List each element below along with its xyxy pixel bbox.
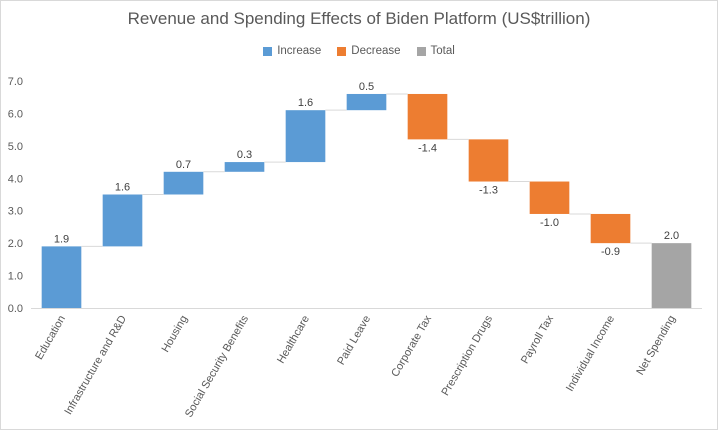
data-label: 0.3 <box>237 149 252 161</box>
x-tick-label: Housing <box>160 314 191 355</box>
legend-swatch-total <box>416 46 426 56</box>
data-label: 2.0 <box>664 230 679 242</box>
data-label: 0.7 <box>176 159 191 171</box>
x-tick-label: Prescription Drugs <box>439 313 495 398</box>
x-tick-label: Net Spending <box>634 314 678 378</box>
bar-increase <box>346 93 387 111</box>
legend-label-decrease: Decrease <box>351 45 401 57</box>
bar-increase <box>163 171 204 195</box>
data-label: -1.3 <box>479 185 498 197</box>
x-tick-label: Education <box>33 314 68 362</box>
data-label: 1.6 <box>298 97 313 109</box>
legend-swatch-increase <box>263 46 273 56</box>
bar-decrease <box>590 213 631 244</box>
x-tick-label: Social Security Benefits <box>183 313 251 420</box>
x-tick-label: Payroll Tax <box>519 313 556 366</box>
legend-label-increase: Increase <box>277 45 322 57</box>
data-label: 1.9 <box>54 233 69 245</box>
y-tick-label: 2.0 <box>8 238 23 250</box>
data-label: -1.4 <box>418 142 437 154</box>
bar-increase <box>41 246 82 308</box>
bar-increase <box>102 194 143 247</box>
x-tick-label: Corporate Tax <box>389 313 434 379</box>
data-label: -1.0 <box>540 217 559 229</box>
y-tick-label: 4.0 <box>8 173 23 185</box>
bar-decrease <box>468 139 509 182</box>
bar-increase <box>285 110 326 163</box>
x-tick-label: Healthcare <box>275 314 312 366</box>
chart-title: Revenue and Spending Effects of Biden Pl… <box>127 9 591 28</box>
legend-item-total: Total <box>416 45 455 57</box>
legend-item-decrease: Decrease <box>337 45 401 57</box>
y-tick-label: 6.0 <box>8 108 23 120</box>
data-label: -0.9 <box>601 246 620 258</box>
y-tick-label: 3.0 <box>8 206 23 218</box>
legend-item-increase: Increase <box>263 45 321 57</box>
x-tick-label: Paid Leave <box>335 314 373 368</box>
x-tick-label: Infrastructure and R&D <box>62 313 129 416</box>
y-tick-label: 1.0 <box>8 271 23 283</box>
y-tick-label: 7.0 <box>8 76 23 88</box>
bar-total <box>651 243 692 308</box>
bar-decrease <box>529 181 570 214</box>
y-tick-label: 5.0 <box>8 141 23 153</box>
legend-swatch-decrease <box>337 46 347 56</box>
legend-label-total: Total <box>430 45 455 57</box>
bar-decrease <box>407 93 448 140</box>
y-tick-label: 0.0 <box>8 303 23 315</box>
legend: Increase Decrease Total <box>0 45 718 57</box>
data-label: 0.5 <box>359 81 374 93</box>
data-label: 1.6 <box>115 182 130 194</box>
bar-increase <box>224 162 265 172</box>
x-tick-label: Individual Income <box>564 314 617 394</box>
